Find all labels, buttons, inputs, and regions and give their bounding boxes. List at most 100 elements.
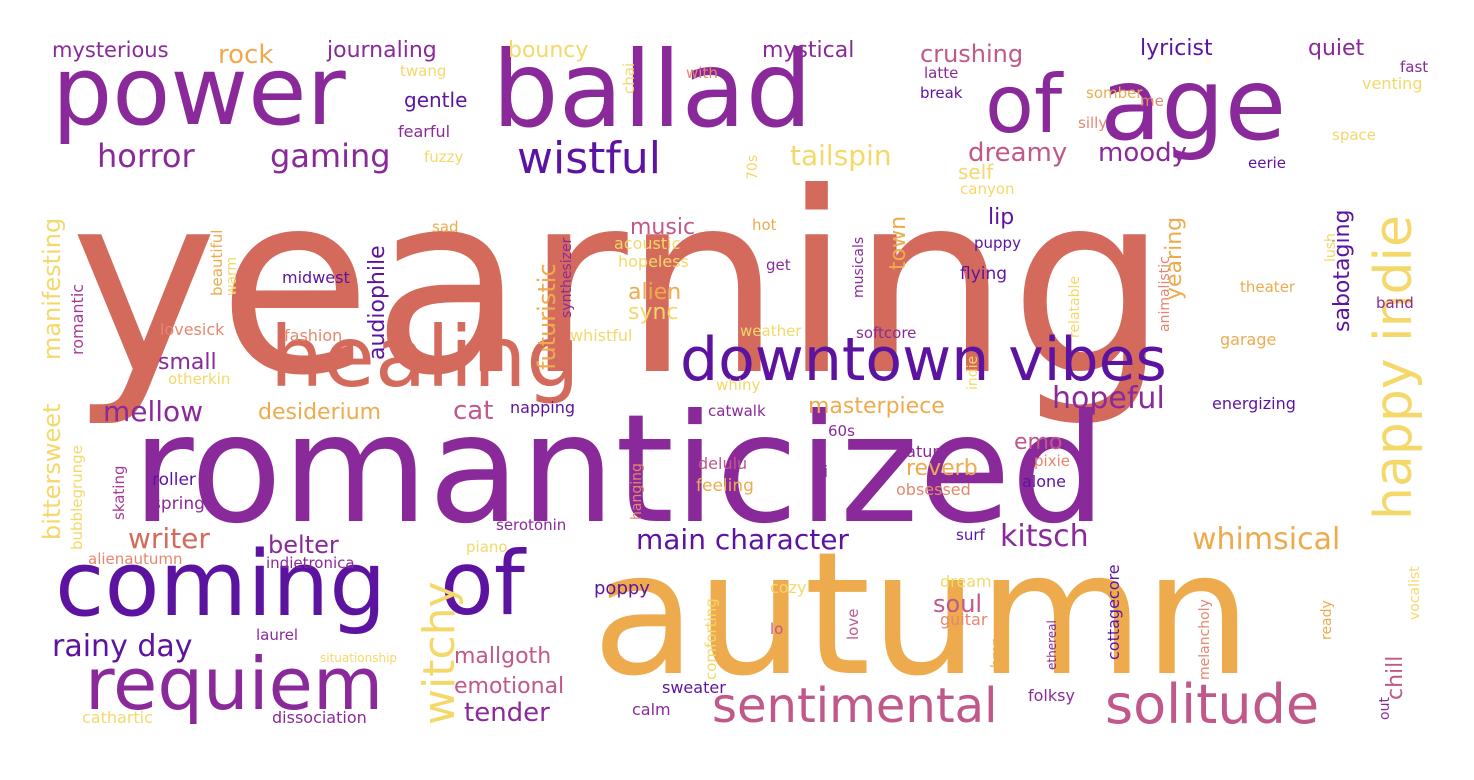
word-out: out bbox=[1377, 697, 1393, 720]
word-fuzzy: fuzzy bbox=[424, 148, 464, 166]
word-softcore: softcore bbox=[856, 324, 917, 342]
word-weather: weather bbox=[740, 322, 802, 340]
word-sad: sad bbox=[432, 218, 459, 236]
word-sync: sync bbox=[628, 300, 679, 325]
word-ethereal: ethereal bbox=[1045, 620, 1059, 670]
word-animalistic: animalistic bbox=[1157, 256, 1173, 332]
word-belter: belter bbox=[268, 531, 339, 559]
word-small: small bbox=[158, 350, 217, 375]
word-fast: fast bbox=[1400, 58, 1429, 76]
word-masterpiece: masterpiece bbox=[808, 394, 945, 419]
word-indietronica: indietronica bbox=[266, 554, 355, 572]
word-audiophile: audiophile bbox=[365, 245, 390, 360]
word-sweater: sweater bbox=[662, 678, 726, 697]
word-get: get bbox=[766, 256, 791, 274]
word-venting: venting bbox=[1362, 74, 1423, 93]
word-calm: calm bbox=[632, 700, 671, 719]
word-bmp: bmp bbox=[989, 636, 1005, 668]
word-alienautumn: alienautumn bbox=[88, 550, 183, 568]
word-happy-indie: happy indie bbox=[1364, 215, 1424, 520]
word-alien: alien bbox=[628, 280, 682, 305]
word-fearful: fearful bbox=[398, 122, 451, 141]
word-gaming: gaming bbox=[270, 137, 391, 175]
word-otherkin: otherkin bbox=[168, 370, 231, 388]
word-obsessed: obsessed bbox=[896, 480, 971, 499]
word-energizing: energizing bbox=[1212, 394, 1296, 413]
word-nature: nature bbox=[896, 442, 949, 461]
word-warm: warm bbox=[224, 256, 240, 296]
word-whistful: whistful bbox=[570, 326, 633, 345]
word-tender: tender bbox=[464, 698, 550, 728]
word-serotonin: serotonin bbox=[496, 516, 567, 534]
word-with: with bbox=[686, 64, 718, 82]
word-cathartic: cathartic bbox=[82, 708, 153, 727]
word-dreamy: dreamy bbox=[968, 138, 1068, 168]
word-hopeful: hopeful bbox=[1052, 381, 1165, 416]
word-self: self bbox=[958, 160, 994, 184]
word-alone: alone bbox=[1022, 472, 1067, 491]
word-cozy: cozy bbox=[770, 578, 807, 597]
word-quiet: quiet bbox=[1308, 36, 1365, 61]
word-dissociation: dissociation bbox=[272, 708, 367, 727]
word-vocalist: vocalist bbox=[1407, 566, 1423, 620]
word-cottagecore: cottagecore bbox=[1104, 564, 1123, 660]
word-hot: hot bbox=[752, 216, 777, 234]
word-lyricist: lyricist bbox=[1140, 36, 1213, 61]
word-age: age bbox=[1100, 46, 1287, 163]
word-yearning: yearning bbox=[70, 139, 1169, 430]
word-love: love bbox=[844, 608, 862, 640]
word-flying: flying bbox=[960, 264, 1008, 284]
word-piano: piano bbox=[466, 538, 508, 556]
word-poppy: poppy bbox=[594, 578, 650, 599]
word-delulu: delulu bbox=[698, 454, 748, 473]
word-pixie: pixie bbox=[1034, 452, 1070, 470]
word-space: space bbox=[1332, 126, 1377, 144]
word-tailspin: tailspin bbox=[790, 139, 892, 172]
word-bubblegrunge: bubblegrunge bbox=[68, 445, 86, 550]
word-laurel: laurel bbox=[256, 626, 299, 644]
word-puppy: puppy bbox=[974, 234, 1021, 252]
word-hanging: hanging bbox=[629, 463, 645, 520]
word-feeling: feeling bbox=[696, 476, 754, 496]
word-bouncy: bouncy bbox=[508, 38, 589, 63]
word-healing: healing bbox=[270, 308, 580, 406]
word-rainy-day: rainy day bbox=[52, 629, 193, 664]
word-relatable: relatable bbox=[1067, 276, 1083, 338]
word-journaling: journaling bbox=[327, 38, 437, 63]
word-comforting: comforting bbox=[702, 598, 720, 680]
word-town: town bbox=[886, 215, 911, 270]
word-of-bottom: of bbox=[440, 532, 525, 635]
word-silly: silly bbox=[1078, 114, 1108, 132]
word-rock: rock bbox=[218, 40, 274, 70]
word-break: break bbox=[920, 84, 963, 102]
word-lip: lip bbox=[988, 205, 1015, 230]
word-whimsical: whimsical bbox=[1192, 522, 1341, 557]
word-twang: twang bbox=[400, 62, 447, 80]
word-beautiful: beautiful bbox=[208, 229, 226, 296]
word-dream: dream bbox=[940, 572, 992, 591]
word-napping: napping bbox=[510, 398, 575, 417]
word-skating: skating bbox=[110, 465, 128, 520]
word-latte: latte bbox=[924, 64, 959, 82]
word-musicals: musicals bbox=[851, 236, 867, 298]
word-situationship: situationship bbox=[320, 651, 398, 665]
word-romanticized: romanticized bbox=[132, 383, 1107, 557]
word-emo: emo bbox=[1014, 430, 1063, 455]
word-me: me bbox=[1140, 92, 1164, 110]
word-chill: chill bbox=[1383, 655, 1408, 700]
word-folksy: folksy bbox=[1028, 686, 1075, 705]
word-band: band bbox=[1376, 294, 1414, 312]
word-spring: spring bbox=[152, 494, 205, 514]
word-60s: 60s bbox=[828, 422, 855, 440]
word-indie: indie bbox=[965, 355, 981, 390]
word-solitude: solitude bbox=[1105, 673, 1320, 736]
word-kitsch: kitsch bbox=[1000, 519, 1089, 554]
word-70s: 70s bbox=[745, 154, 761, 180]
word-ballad: ballad bbox=[492, 29, 813, 151]
word-theater: theater bbox=[1240, 278, 1296, 296]
word-mystical: mystical bbox=[762, 38, 855, 63]
word-midwest: midwest bbox=[282, 268, 350, 287]
word-canyon: canyon bbox=[960, 180, 1015, 198]
word-autumn: autumn bbox=[592, 516, 1252, 714]
